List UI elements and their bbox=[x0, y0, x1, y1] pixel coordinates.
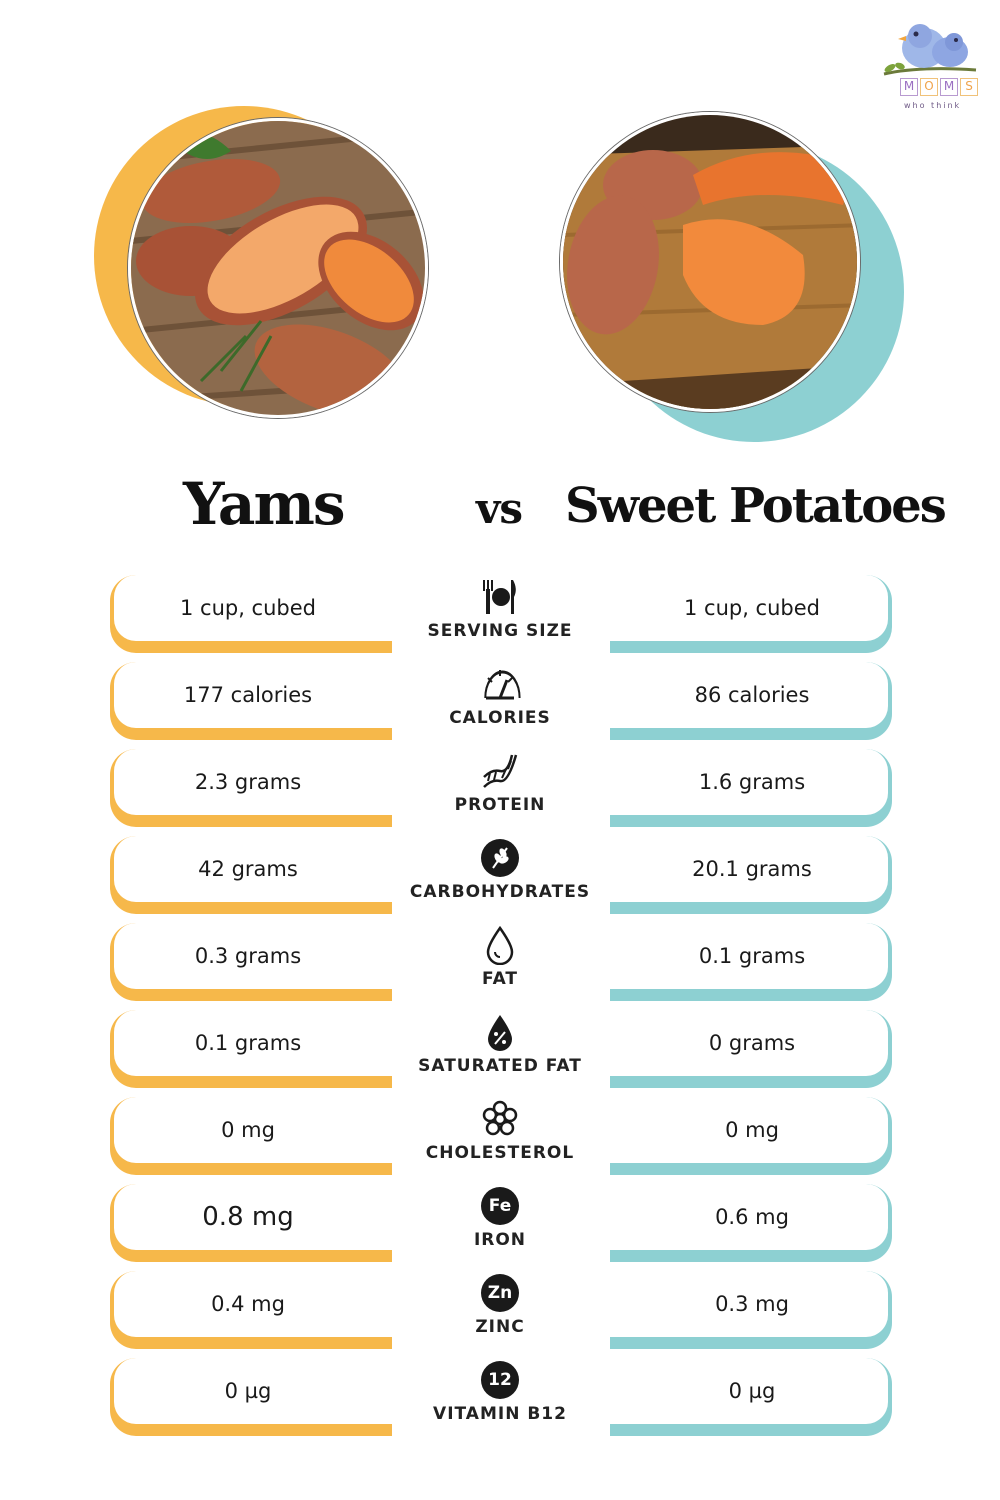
yams-value: 42 grams bbox=[114, 836, 392, 902]
sweet-potatoes-value: 20.1 grams bbox=[610, 836, 888, 902]
nutrition-row-saturated-fat: 0.1 grams SATURATED FAT 0 grams bbox=[0, 1010, 1000, 1088]
sweet-potatoes-value-card: 0.1 grams bbox=[610, 923, 892, 1001]
nutrient-label-block: CHOLESTEROL bbox=[400, 1097, 600, 1175]
nutrient-label-block: CALORIES bbox=[400, 662, 600, 740]
sweet-potatoes-value: 86 calories bbox=[610, 662, 888, 728]
sweet-potatoes-heading: Sweet Potatoes bbox=[565, 478, 947, 534]
sweet-potatoes-value: 0 mg bbox=[610, 1097, 888, 1163]
nutrient-label-block: PROTEIN bbox=[400, 749, 600, 827]
logo-letter: M bbox=[900, 78, 918, 96]
yams-value: 0.4 mg bbox=[114, 1271, 392, 1337]
fork-plate-knife-icon bbox=[483, 580, 516, 614]
nutrition-row-iron: 0.8 mg Fe IRON 0.6 mg bbox=[0, 1184, 1000, 1262]
yams-value-card: 0 µg bbox=[110, 1358, 392, 1436]
zinc-badge-text: Zn bbox=[481, 1274, 519, 1312]
sweet-potatoes-value: 0 µg bbox=[610, 1358, 888, 1424]
vs-heading: vs bbox=[476, 484, 523, 533]
nutrient-label: SERVING SIZE bbox=[427, 621, 573, 641]
yams-value: 0.1 grams bbox=[114, 1010, 392, 1076]
sweet-potatoes-value: 0.1 grams bbox=[610, 923, 888, 989]
sweet-potatoes-value: 0.6 mg bbox=[610, 1184, 888, 1250]
yams-value-card: 0.4 mg bbox=[110, 1271, 392, 1349]
nutrient-label-block: FAT bbox=[400, 923, 600, 1001]
sweet-potatoes-value-card: 0 mg bbox=[610, 1097, 892, 1175]
nutrient-label: CARBOHYDRATES bbox=[409, 882, 591, 902]
yams-value-card: 42 grams bbox=[110, 836, 392, 914]
yams-photo bbox=[128, 118, 428, 418]
yams-value: 0.3 grams bbox=[114, 923, 392, 989]
logo-letter: O bbox=[920, 78, 938, 96]
logo-tagline: who think bbox=[904, 101, 962, 110]
yams-value-card: 0.1 grams bbox=[110, 1010, 392, 1088]
zinc-badge-icon: Zn bbox=[480, 1273, 520, 1313]
sweet-potatoes-photo-frame bbox=[560, 112, 904, 442]
sweet-potatoes-value: 0.3 mg bbox=[610, 1271, 888, 1337]
sweet-potatoes-value-card: 20.1 grams bbox=[610, 836, 892, 914]
yams-photo-frame bbox=[94, 106, 438, 438]
yams-value-card: 0.3 grams bbox=[110, 923, 392, 1001]
gauge-icon bbox=[484, 670, 521, 700]
nutrient-label-block: CARBOHYDRATES bbox=[400, 836, 600, 914]
sweet-potatoes-value: 1 cup, cubed bbox=[610, 575, 888, 641]
yams-value: 1 cup, cubed bbox=[114, 575, 392, 641]
nutrient-label: CALORIES bbox=[449, 708, 551, 728]
nutrient-label-block: SERVING SIZE bbox=[400, 575, 600, 653]
nutrient-label: SATURATED FAT bbox=[418, 1056, 582, 1076]
nutrition-row-calories: 177 calories CALORIES 86 calories bbox=[0, 662, 1000, 740]
nutrition-row-zinc: 0.4 mg Zn ZINC 0.3 mg bbox=[0, 1271, 1000, 1349]
nutrient-label-block: Zn ZINC bbox=[400, 1271, 600, 1349]
nutrient-label: CHOLESTEROL bbox=[425, 1143, 575, 1163]
yams-value: 0 mg bbox=[114, 1097, 392, 1163]
vitamin-b12-badge-text: 12 bbox=[481, 1361, 519, 1399]
nutrition-row-fat: 0.3 grams FAT 0.1 grams bbox=[0, 923, 1000, 1001]
bird-on-branch-icon bbox=[883, 24, 977, 76]
sweet-potatoes-value-card: 86 calories bbox=[610, 662, 892, 740]
nutrient-label: IRON bbox=[473, 1230, 527, 1250]
molecule-flower-icon bbox=[482, 1100, 518, 1136]
sweet-potatoes-value-card: 0 µg bbox=[610, 1358, 892, 1436]
nutrient-label-block: SATURATED FAT bbox=[400, 1010, 600, 1088]
yams-heading: Yams bbox=[183, 470, 346, 538]
nutrition-row-serving-size: 1 cup, cubed SERVING SIZE 1 cup, cubed bbox=[0, 575, 1000, 653]
yams-value-card: 1 cup, cubed bbox=[110, 575, 392, 653]
yams-value-card: 2.3 grams bbox=[110, 749, 392, 827]
nutrient-label-block: 12 VITAMIN B12 bbox=[400, 1358, 600, 1436]
logo-blocks: M O M S bbox=[900, 78, 978, 96]
percent-drop-icon bbox=[488, 1015, 512, 1051]
nutrient-label: ZINC bbox=[475, 1317, 525, 1337]
nutrition-row-vitamin-b12: 0 µg 12 VITAMIN B12 0 µg bbox=[0, 1358, 1000, 1436]
yams-value-card: 0.8 mg bbox=[110, 1184, 392, 1262]
yams-value-card: 177 calories bbox=[110, 662, 392, 740]
sweet-potatoes-value-card: 1 cup, cubed bbox=[610, 575, 892, 653]
sweet-potatoes-value-card: 0 grams bbox=[610, 1010, 892, 1088]
iron-badge-icon: Fe bbox=[480, 1186, 520, 1226]
nutrient-label: VITAMIN B12 bbox=[433, 1404, 567, 1424]
nutrition-row-cholesterol: 0 mg CHOLESTEROL 0 mg bbox=[0, 1097, 1000, 1175]
sweet-potatoes-value-card: 1.6 grams bbox=[610, 749, 892, 827]
sweet-potatoes-value-card: 0.6 mg bbox=[610, 1184, 892, 1262]
yams-value: 0 µg bbox=[114, 1358, 392, 1424]
iron-badge-text: Fe bbox=[481, 1187, 519, 1225]
yams-value-card: 0 mg bbox=[110, 1097, 392, 1175]
yams-value: 177 calories bbox=[114, 662, 392, 728]
dna-icon bbox=[483, 754, 518, 788]
drop-icon bbox=[486, 925, 514, 965]
logo-letter: S bbox=[960, 78, 978, 96]
nutrient-label: PROTEIN bbox=[454, 795, 546, 815]
yams-value: 0.8 mg bbox=[114, 1184, 392, 1250]
yams-value: 2.3 grams bbox=[114, 749, 392, 815]
sweet-potatoes-photo bbox=[560, 112, 860, 412]
nutrient-label-block: Fe IRON bbox=[400, 1184, 600, 1262]
nutrition-row-carbohydrates: 42 grams CARBOHYDRATES 20.1 grams bbox=[0, 836, 1000, 914]
wheat-icon bbox=[481, 839, 519, 877]
nutrient-label: FAT bbox=[481, 969, 519, 989]
moms-who-think-logo: M O M S who think bbox=[880, 22, 980, 114]
nutrition-row-protein: 2.3 grams PROTEIN 1.6 grams bbox=[0, 749, 1000, 827]
logo-letter: M bbox=[940, 78, 958, 96]
sweet-potatoes-value: 1.6 grams bbox=[610, 749, 888, 815]
vitamin-b12-badge-icon: 12 bbox=[480, 1360, 520, 1400]
sweet-potatoes-value-card: 0.3 mg bbox=[610, 1271, 892, 1349]
sweet-potatoes-value: 0 grams bbox=[610, 1010, 888, 1076]
